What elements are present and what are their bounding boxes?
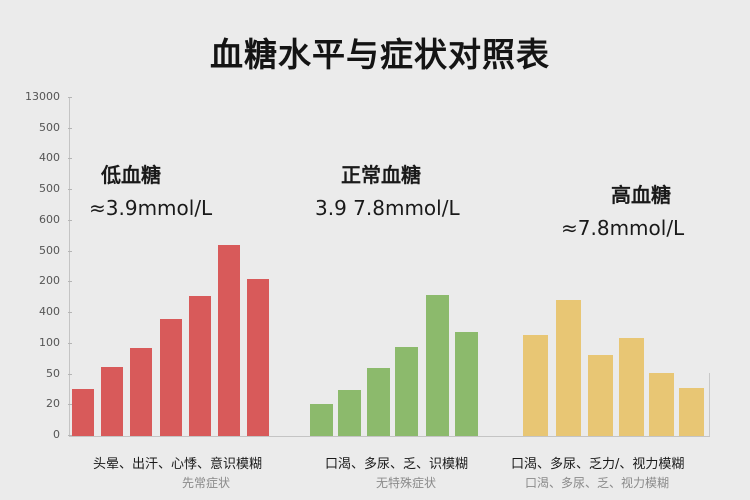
right-axis-line <box>709 373 710 436</box>
bar <box>588 355 613 436</box>
group-label-normal: 正常血糖 3.9 7.8mmol/L <box>315 162 460 222</box>
y-tick-mark <box>68 127 72 129</box>
bar <box>395 347 418 436</box>
bar <box>247 279 269 436</box>
y-tick-label: 500 <box>39 243 60 257</box>
y-tick-mark <box>68 373 72 375</box>
bar <box>679 388 704 436</box>
symptoms-normal: 口渴、多尿、乏、识模糊 <box>325 457 469 472</box>
bar <box>523 335 548 436</box>
y-tick: 500 <box>0 244 72 258</box>
y-tick-label: 400 <box>39 305 60 319</box>
bar <box>619 338 644 436</box>
y-tick-label: 50 <box>46 366 60 380</box>
y-tick-mark <box>68 281 72 283</box>
bar <box>72 389 94 436</box>
group-label-low: 低血糖 ≈3.9mmol/L <box>89 162 212 222</box>
group-name: 正常血糖 <box>341 163 421 187</box>
y-tick: 20 <box>0 397 72 411</box>
y-tick-mark <box>68 158 72 160</box>
bar <box>130 348 152 436</box>
bar <box>455 332 478 436</box>
y-tick-mark <box>68 404 72 406</box>
y-tick: 600 <box>0 213 72 227</box>
y-tick: 400 <box>0 151 72 165</box>
group-range: ≈3.9mmol/L <box>89 196 213 220</box>
bar <box>367 368 390 436</box>
symptoms-low: 头晕、出汗、心悸、意识模糊 <box>93 457 263 472</box>
y-tick-mark <box>68 342 72 344</box>
y-tick-label: 500 <box>39 182 60 196</box>
group-name: 高血糖 <box>611 183 671 207</box>
y-tick: 500 <box>0 182 72 196</box>
y-tick-mark <box>68 219 72 221</box>
note-high: 口渴、多尿、乏、视力模糊 <box>525 476 670 490</box>
chart-title: 血糖水平与症状对照表 <box>210 35 550 74</box>
bar <box>310 404 333 436</box>
group-range: ≈7.8mmol/L <box>561 216 685 240</box>
bar <box>649 373 674 436</box>
y-tick-label: 600 <box>39 212 60 226</box>
y-tick-mark <box>68 312 72 314</box>
y-tick: 500 <box>0 121 72 135</box>
y-tick-label: 500 <box>39 120 60 134</box>
y-tick: 400 <box>0 305 72 319</box>
note-low: 先常症状 <box>182 476 231 490</box>
y-tick: 0 <box>0 428 72 442</box>
y-tick-label: 100 <box>39 335 60 349</box>
group-range: 3.9 7.8mmol/L <box>315 196 460 220</box>
y-tick-mark <box>68 435 72 436</box>
bar <box>189 296 211 436</box>
bar <box>426 295 449 436</box>
bar <box>101 367 123 436</box>
y-tick-label: 400 <box>39 151 60 165</box>
bar <box>338 390 361 436</box>
y-tick-label: 0 <box>53 428 60 441</box>
bar <box>218 245 240 436</box>
y-tick: 13000 <box>0 90 72 104</box>
y-tick-label: 20 <box>46 397 60 411</box>
group-label-high: 高血糖 ≈7.8mmol/L <box>561 182 684 242</box>
y-tick: 100 <box>0 336 72 350</box>
y-axis-line <box>69 97 70 436</box>
y-tick-label: 13000 <box>25 90 60 103</box>
y-tick: 50 <box>0 367 72 381</box>
group-name: 低血糖 <box>101 163 161 187</box>
y-tick: 200 <box>0 274 72 288</box>
y-tick-mark <box>68 189 72 191</box>
bar <box>160 319 182 436</box>
y-tick-mark <box>68 97 72 98</box>
y-tick-mark <box>68 250 72 252</box>
bar <box>556 300 581 436</box>
x-axis-baseline <box>69 436 710 437</box>
y-tick-label: 200 <box>39 274 60 288</box>
symptoms-high: 口渴、多尿、乏力/、视力模糊 <box>511 457 685 472</box>
note-normal: 无特殊症状 <box>376 476 437 490</box>
